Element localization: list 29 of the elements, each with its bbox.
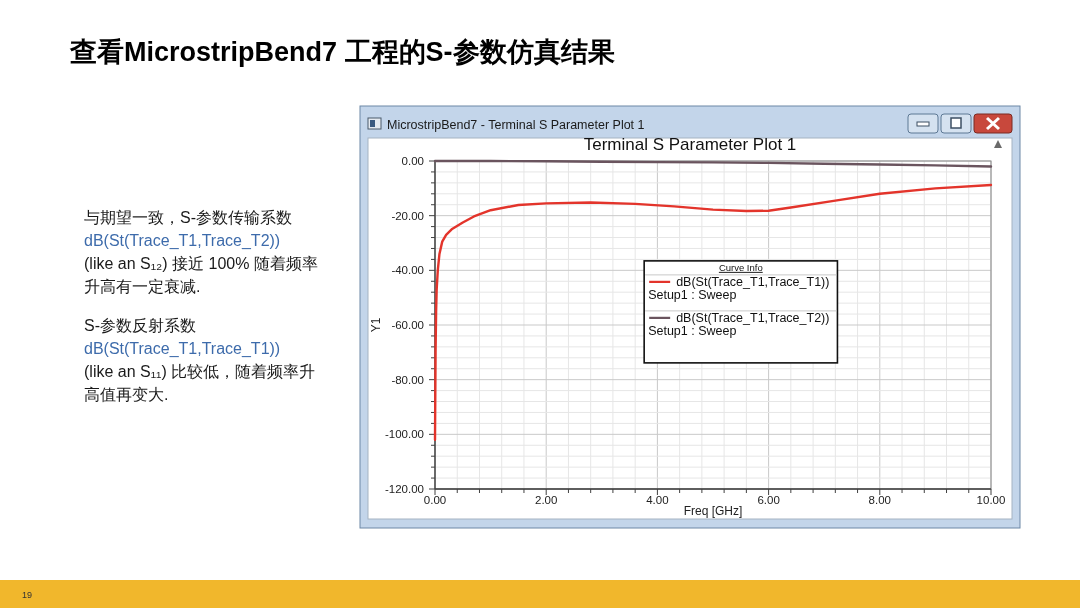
text: S-参数反射系数	[84, 316, 197, 336]
y-tick-label: -40.00	[391, 264, 424, 277]
text: dB(St(Trace_T1,Trace_T2))	[84, 231, 282, 251]
text: (like an S₁₂) 接近 100% 随着频率升高有一定衰减.	[84, 254, 319, 297]
chart-subtitle: Terminal S Parameter Plot 1	[583, 135, 797, 154]
x-tick-label: 2.00	[535, 494, 558, 506]
legend-label: dB(St(Trace_T1,Trace_T1)) Setup1 : Sweep	[648, 274, 830, 302]
x-tick-label: 8.00	[868, 494, 891, 506]
y-axis-title: Y1	[369, 317, 383, 333]
y-tick-label: -120.00	[384, 483, 424, 495]
chart-title: 查看MicrostripBend7 工程的S-参数仿真结果	[69, 37, 615, 67]
x-tick-label: 4.00	[646, 494, 669, 506]
y-tick-label: -80.00	[391, 373, 424, 386]
legend-title: Curve Info	[718, 261, 763, 273]
text: 与期望一致，S-参数传输系数	[84, 208, 293, 228]
line-series	[433, 183, 993, 441]
text: MicrostripBend7 - Terminal S Parameter Plot 1	[387, 118, 645, 132]
x-tick-label: 10.00	[976, 494, 1006, 506]
y-tick-label: 0.00	[401, 155, 424, 167]
y-tick-label: -100.00	[384, 428, 424, 441]
legend-label: dB(St(Trace_T1,Trace_T2)) Setup1 : Sweep	[648, 310, 830, 338]
text: (like an S₁₁) 比较低，随着频率升高值再变大.	[84, 362, 317, 405]
x-axis-title: Freq [GHz]	[683, 504, 743, 518]
y-tick-label: -20.00	[391, 209, 424, 222]
x-tick-label: 0.00	[423, 494, 447, 506]
text: dB(St(Trace_T1,Trace_T1))	[84, 339, 282, 359]
x-tick-label: 6.00	[757, 494, 780, 506]
text: 19	[22, 590, 33, 600]
y-tick-label: -60.00	[391, 319, 424, 331]
